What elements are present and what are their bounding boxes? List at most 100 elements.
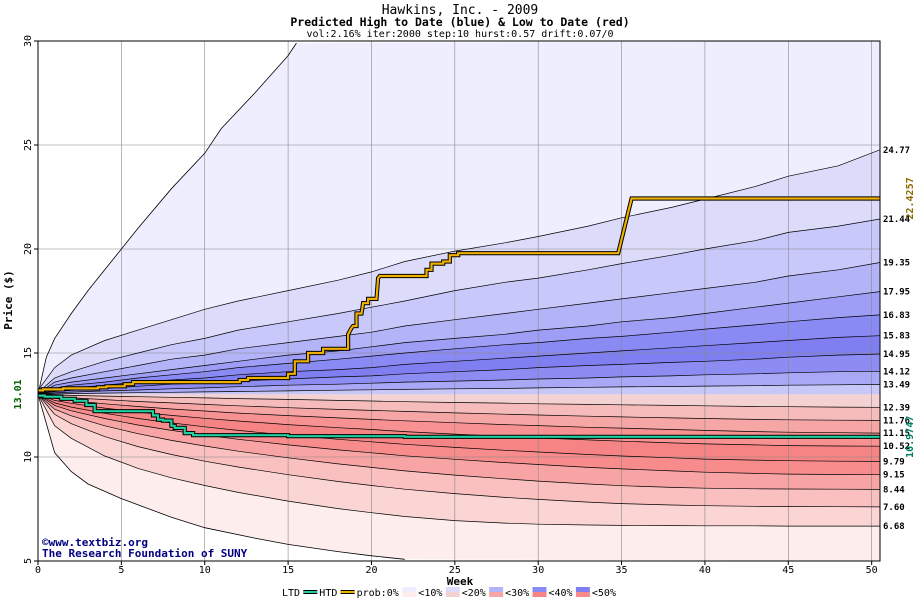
band-end-label: 21.44: [883, 215, 911, 225]
upper-band-fill: [38, 219, 880, 394]
ltd-end-label: 10.9747: [905, 416, 916, 458]
band-end-label: 19.35: [883, 259, 910, 269]
upper-band-line: [38, 291, 880, 395]
band-end-label: 8.44: [883, 485, 905, 495]
lower-band-fill: [38, 394, 880, 421]
legend-50-label: <50%: [592, 588, 616, 599]
x-tick-label: 50: [866, 565, 878, 576]
x-tick-label: 40: [699, 565, 711, 576]
legend-swatch-40-top: [575, 587, 590, 592]
x-tick-label: 45: [782, 565, 794, 576]
lower-band-line: [38, 394, 880, 408]
legend-30-label: <30%: [505, 588, 529, 599]
legend-swatch-30-bottom: [532, 592, 547, 597]
x-tick-label: 0: [35, 565, 41, 576]
upper-band-line: [38, 262, 880, 394]
lower-band-fill: [38, 394, 880, 507]
legend-swatch-10-top: [445, 587, 460, 592]
upper-band-fill: [38, 371, 880, 395]
band-end-label: 16.83: [883, 311, 910, 321]
legend-swatch-40-bottom: [575, 592, 590, 597]
upper-band-line: [38, 314, 880, 395]
lower-band-line: [38, 394, 880, 434]
credit-url: www.textbiz.org: [49, 536, 148, 549]
upper-band-fill: [38, 354, 880, 395]
x-tick-label: 10: [199, 565, 211, 576]
lower-band-line: [38, 394, 880, 476]
band-end-label: 6.68: [883, 522, 905, 532]
lower-band-line: [38, 394, 880, 490]
lower-band-fill: [38, 394, 880, 408]
legend-swatch-0-top: [402, 587, 417, 592]
band-end-label: 17.95: [883, 288, 910, 298]
lower-band-fill: [38, 394, 880, 447]
lower-outer-region: [38, 394, 880, 561]
band-end-label: 24.77: [883, 146, 910, 156]
plot-area: [38, 41, 880, 561]
band-end-label: 14.95: [883, 350, 910, 360]
upper-band-fill: [38, 291, 880, 395]
lower-band-line: [38, 394, 880, 508]
band-end-label: 13.49: [883, 380, 910, 390]
band-labels: 24.77 21.44 19.35 17.95 16.83 15.83 14.95 14.12…: [883, 146, 916, 532]
legend-swatch-30-top: [532, 587, 547, 592]
credit-line-2: The Research Foundation of SUNY: [42, 547, 248, 560]
x-tick-label: 30: [532, 565, 544, 576]
band-end-label: 9.79: [883, 457, 905, 467]
lower-band-fill: [38, 394, 880, 527]
lower-band-fill: [38, 394, 880, 490]
band-end-label: 12.39: [883, 403, 910, 413]
htd-line: [38, 197, 880, 392]
x-tick-label: 5: [118, 565, 124, 576]
legend-swatch-0-bottom: [402, 592, 417, 597]
upper-band-fill: [38, 262, 880, 395]
lower-band-fill: [38, 394, 880, 434]
legend-htd-label: HTD: [319, 588, 337, 599]
y-tick-label: 5: [23, 558, 34, 564]
chart-title: Hawkins, Inc. - 2009: [382, 3, 539, 18]
y-axis-title: Price ($): [2, 270, 15, 330]
plot-frame: [37, 40, 881, 562]
lower-band-line: [38, 394, 880, 421]
series-lines: [38, 42, 880, 560]
htd-end-label: 22.4257: [905, 177, 916, 219]
band-end-label: 14.12: [883, 367, 910, 377]
legend-20-label: <20%: [462, 588, 486, 599]
upper-band-line: [38, 218, 880, 393]
chart-subtitle: Predicted High to Date (blue) & Low to D…: [290, 15, 629, 29]
y-tick-label: 25: [23, 139, 34, 151]
y-tick-label: 10: [23, 451, 34, 463]
upper-band-fill: [38, 384, 880, 395]
legend: LTD HTD prob:0% <10% <20% <30% <40% <50%: [282, 587, 616, 599]
outer-lower-line: [38, 394, 405, 560]
upper-band-line: [38, 384, 880, 395]
lower-band-line: [38, 394, 880, 527]
band-end-label: 9.15: [883, 471, 905, 481]
upper-outer-region: [38, 41, 880, 395]
upper-band-fill: [38, 149, 880, 393]
x-axis-title: Week: [447, 575, 474, 588]
upper-band-line: [38, 370, 880, 395]
outer-upper-line: [38, 42, 297, 395]
band-end-label: 11.76: [883, 416, 910, 426]
y-tick-label: 20: [23, 243, 34, 255]
x-tick-label: 25: [449, 565, 461, 576]
band-end-label: 11.15: [883, 429, 910, 439]
copyright-icon: ©: [42, 536, 49, 549]
legend-ltd-label: LTD: [282, 588, 300, 599]
start-price-label: 13.01: [13, 379, 24, 409]
y-tick-label: 30: [23, 35, 34, 47]
legend-prob-label: prob:0%: [357, 588, 399, 599]
chart-params: vol:2.16% iter:2000 step:10 hurst:0.57 d…: [306, 29, 613, 40]
legend-swatch-10-bottom: [445, 592, 460, 597]
band-end-label: 15.83: [883, 332, 910, 342]
lower-band-fill: [38, 394, 880, 462]
legend-swatch-20-bottom: [489, 592, 504, 597]
legend-40-label: <40%: [549, 588, 573, 599]
legend-10-label: <10%: [418, 588, 442, 599]
legend-swatch-20-top: [489, 587, 504, 592]
credit-line-1[interactable]: ©www.textbiz.org: [42, 536, 148, 549]
upper-band-fill: [38, 314, 880, 395]
